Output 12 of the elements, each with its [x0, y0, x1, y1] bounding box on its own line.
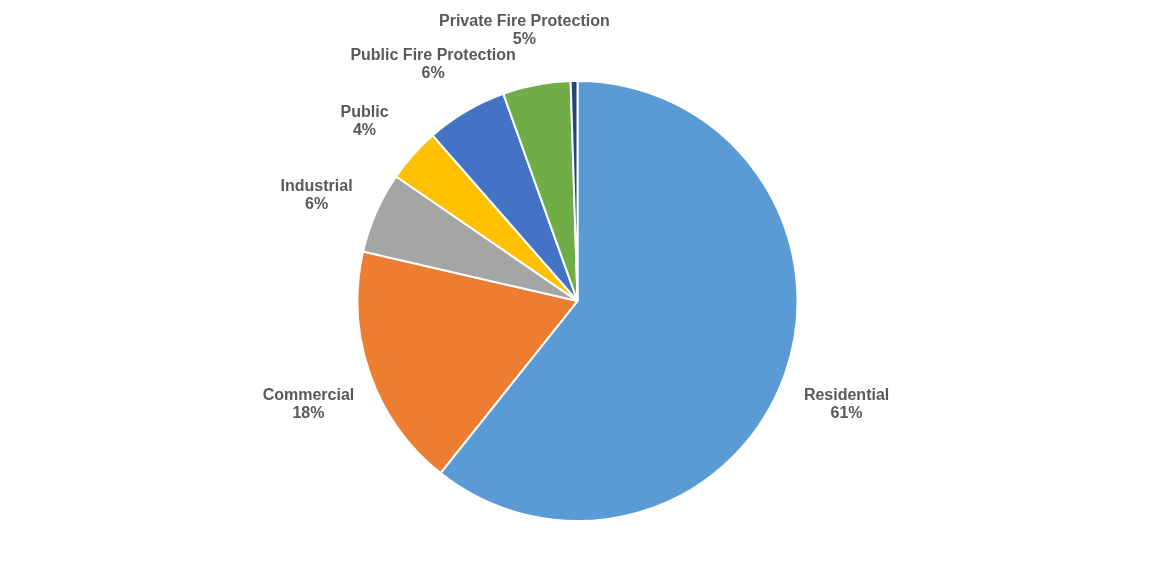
slice-label: Industrial [280, 177, 353, 195]
data-label: 18% [292, 403, 325, 421]
data-label: 6% [305, 195, 329, 213]
data-label: 5% [512, 30, 536, 47]
slice-label: Commercial [262, 385, 355, 403]
slice-label: Public Fire Protection [350, 46, 516, 64]
data-label: 6% [421, 64, 445, 82]
data-label: 4% [352, 120, 377, 138]
data-label: 61% [830, 403, 863, 421]
slice-label: Private Fire Protection [439, 12, 610, 29]
slice-label: Residential [803, 385, 890, 403]
slice-label: Public [340, 102, 389, 120]
